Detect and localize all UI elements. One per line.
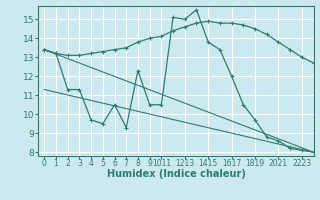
X-axis label: Humidex (Indice chaleur): Humidex (Indice chaleur): [107, 169, 245, 179]
